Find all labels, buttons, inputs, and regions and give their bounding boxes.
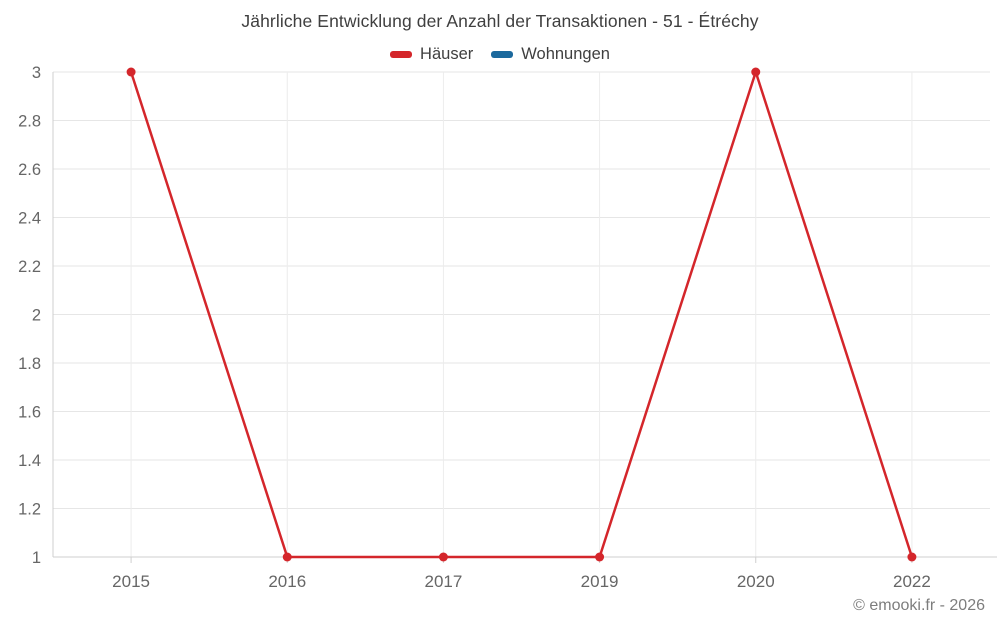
data-point-Häuser-2017[interactable] [438,552,448,562]
x-axis-tick-label: 2016 [268,572,306,591]
y-axis-tick-label: 2.8 [18,113,41,131]
legend-item-haeuser[interactable]: Häuser [390,45,473,64]
x-axis-tick-label: 2020 [737,572,775,591]
chart-title: Jährliche Entwicklung der Anzahl der Tra… [241,11,759,31]
x-axis-tick-label: 2022 [893,572,931,591]
legend-label-wohnungen: Wohnungen [521,45,610,63]
x-axis-tick-label: 2019 [581,572,619,591]
y-axis-tick-label: 1.2 [18,501,41,519]
y-axis-tick-label: 3 [32,64,41,82]
haeuser-series-swatch-icon [390,51,413,58]
y-axis-tick-label: 2.4 [18,210,41,228]
x-axis-tick-label: 2015 [112,572,150,591]
y-axis-tick-label: 1.4 [18,452,41,470]
y-axis-tick-label: 2.2 [18,258,41,276]
data-point-Häuser-2016[interactable] [282,552,292,562]
y-axis-tick-label: 2 [32,307,41,325]
wohnungen-series-swatch-icon [491,51,514,58]
y-axis-tick-label: 2.6 [18,161,41,179]
x-axis-tick-label: 2017 [425,572,463,591]
legend: Häuser Wohnungen [0,45,1000,64]
data-point-Häuser-2022[interactable] [907,552,917,562]
footer-credit: © emooki.fr - 2026 [853,597,985,614]
y-axis-tick-label: 1 [32,549,41,567]
series-line-Häuser [129,70,914,559]
data-point-Häuser-2020[interactable] [751,67,761,77]
legend-item-wohnungen[interactable]: Wohnungen [491,45,610,64]
y-axis-tick-label: 1.8 [18,355,41,373]
data-point-Häuser-2019[interactable] [595,552,605,562]
y-axis-tick-label: 1.6 [18,404,41,422]
data-point-Häuser-2015[interactable] [126,67,136,77]
legend-label-haeuser: Häuser [420,45,474,63]
